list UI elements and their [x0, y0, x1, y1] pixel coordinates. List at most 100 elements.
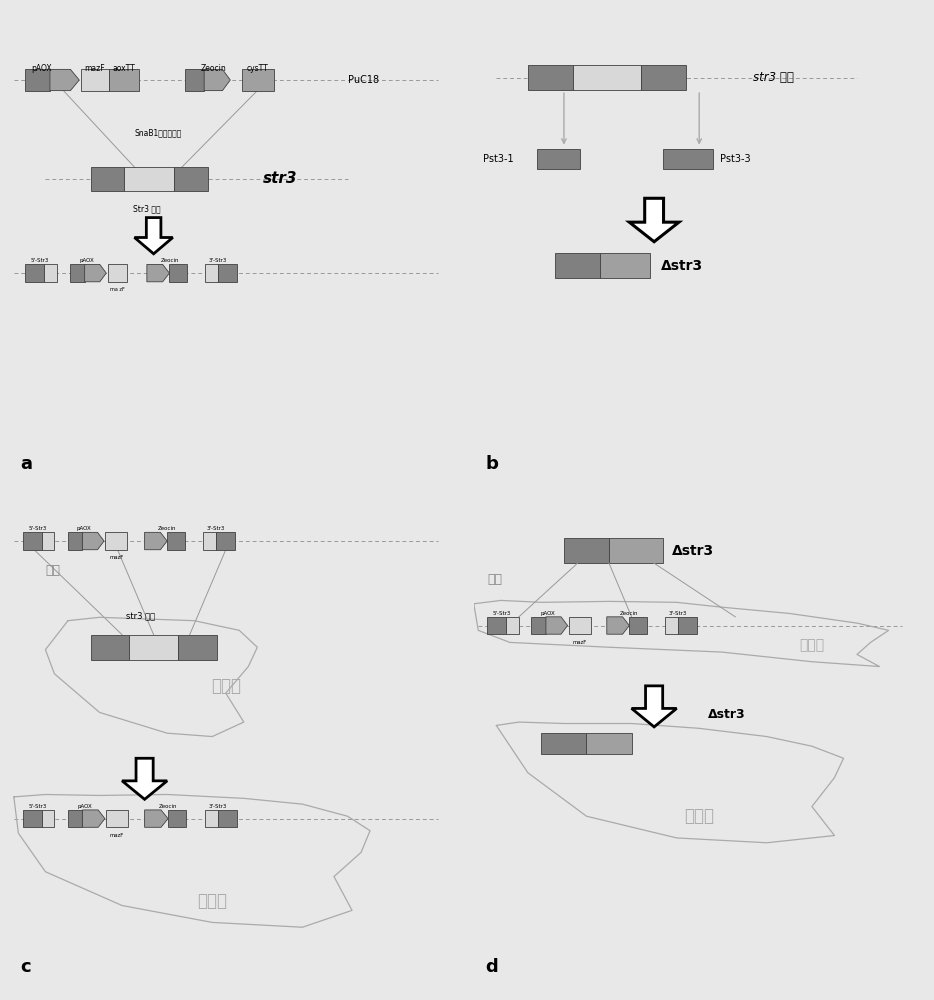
Text: 5'-Str3: 5'-Str3	[28, 526, 47, 531]
Text: 5'-Str3: 5'-Str3	[492, 611, 511, 616]
Polygon shape	[82, 810, 105, 827]
Bar	[178, 635, 217, 660]
Bar	[107, 264, 127, 282]
Bar	[91, 167, 124, 191]
Text: pAOX: pAOX	[32, 64, 52, 73]
Text: Zeocin: Zeocin	[161, 258, 179, 263]
Text: b: b	[485, 455, 498, 473]
Text: mazF: mazF	[84, 64, 105, 73]
Text: pAOX: pAOX	[80, 258, 94, 263]
Bar	[204, 532, 216, 550]
Text: 3'-Str3: 3'-Str3	[208, 804, 227, 809]
Text: Pst3-1: Pst3-1	[483, 154, 514, 164]
Text: Pst3-3: Pst3-3	[719, 154, 750, 164]
Text: cysTT: cysTT	[247, 64, 269, 73]
Text: c: c	[21, 958, 31, 976]
Bar	[22, 532, 42, 550]
Bar	[42, 810, 54, 827]
Text: 基因组: 基因组	[685, 807, 715, 825]
Text: Zeocin: Zeocin	[159, 804, 177, 809]
Bar	[80, 69, 108, 91]
Bar	[168, 810, 186, 827]
Text: ma zF: ma zF	[109, 287, 124, 292]
Bar	[555, 253, 600, 278]
Bar	[531, 617, 545, 634]
Polygon shape	[145, 810, 168, 827]
Bar	[663, 149, 713, 169]
Text: 5'-Str3: 5'-Str3	[28, 804, 47, 809]
Polygon shape	[145, 532, 167, 550]
Text: pAOX: pAOX	[541, 611, 555, 616]
Text: pAOX: pAOX	[78, 804, 92, 809]
Bar	[174, 167, 207, 191]
Bar	[609, 538, 663, 563]
Bar	[68, 532, 82, 550]
Text: 3'-Str3: 3'-Str3	[669, 611, 686, 616]
Bar	[542, 733, 587, 754]
Text: Δstr3: Δstr3	[672, 544, 715, 558]
Bar	[70, 264, 85, 282]
Bar	[44, 264, 57, 282]
Bar	[22, 810, 42, 827]
Bar	[25, 69, 50, 91]
Bar	[216, 532, 234, 550]
Bar	[167, 532, 185, 550]
Bar	[630, 617, 647, 634]
Bar	[219, 264, 237, 282]
Text: Δstr3: Δstr3	[661, 259, 703, 273]
Text: mazF: mazF	[110, 833, 124, 838]
Bar	[573, 65, 641, 90]
Polygon shape	[607, 617, 630, 634]
Bar	[68, 810, 82, 827]
Polygon shape	[85, 264, 106, 282]
Text: Δstr3: Δstr3	[708, 708, 746, 721]
Bar	[185, 69, 205, 91]
Bar	[587, 733, 631, 754]
Text: 基因组: 基因组	[197, 892, 227, 910]
Polygon shape	[147, 264, 169, 282]
Polygon shape	[631, 686, 676, 727]
Text: 3'-Str3: 3'-Str3	[206, 526, 224, 531]
Text: Zeocin: Zeocin	[200, 64, 226, 73]
Text: Zeocin: Zeocin	[620, 611, 639, 616]
Text: 重组: 重组	[46, 564, 61, 576]
Text: a: a	[21, 455, 33, 473]
Bar	[537, 149, 580, 169]
Bar	[42, 532, 54, 550]
Bar	[205, 810, 219, 827]
Text: str3: str3	[262, 171, 297, 186]
Text: 基因组: 基因组	[211, 677, 241, 695]
Text: d: d	[485, 958, 498, 976]
Bar	[506, 617, 519, 634]
Bar	[169, 264, 188, 282]
Bar	[109, 69, 139, 91]
Bar	[569, 617, 590, 634]
Text: pAOX: pAOX	[77, 526, 92, 531]
Polygon shape	[82, 532, 104, 550]
Bar	[528, 65, 573, 90]
Text: mazF: mazF	[573, 640, 587, 645]
Bar	[25, 264, 44, 282]
Text: Str3 基因: Str3 基因	[133, 204, 161, 213]
Polygon shape	[630, 198, 679, 242]
Bar	[124, 167, 174, 191]
Text: 重组: 重组	[488, 573, 502, 586]
Text: SnaB1酶切处插入: SnaB1酶切处插入	[134, 129, 182, 138]
Bar	[106, 810, 128, 827]
Text: PuC18: PuC18	[347, 75, 378, 85]
Text: str3 基因: str3 基因	[125, 611, 155, 620]
Polygon shape	[134, 218, 173, 254]
Bar	[205, 264, 219, 282]
Bar	[564, 538, 609, 563]
Bar	[678, 617, 697, 634]
Text: 基因组: 基因组	[800, 638, 825, 652]
Text: Zeocin: Zeocin	[158, 526, 177, 531]
Text: 5'-Str3: 5'-Str3	[31, 258, 50, 263]
Bar	[129, 635, 178, 660]
Text: 3'-Str3: 3'-Str3	[208, 258, 227, 263]
Polygon shape	[205, 69, 231, 91]
Text: aoxTT: aoxTT	[113, 64, 135, 73]
Bar	[219, 810, 237, 827]
Text: mazF: mazF	[109, 555, 123, 560]
Bar	[242, 69, 274, 91]
